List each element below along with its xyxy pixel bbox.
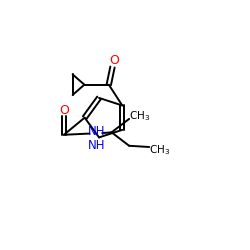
Text: O: O: [109, 54, 119, 68]
Text: CH$_3$: CH$_3$: [149, 143, 170, 157]
Text: CH$_3$: CH$_3$: [129, 109, 150, 123]
Text: NH: NH: [88, 140, 106, 152]
Text: O: O: [59, 104, 69, 117]
Text: NH: NH: [88, 125, 106, 138]
